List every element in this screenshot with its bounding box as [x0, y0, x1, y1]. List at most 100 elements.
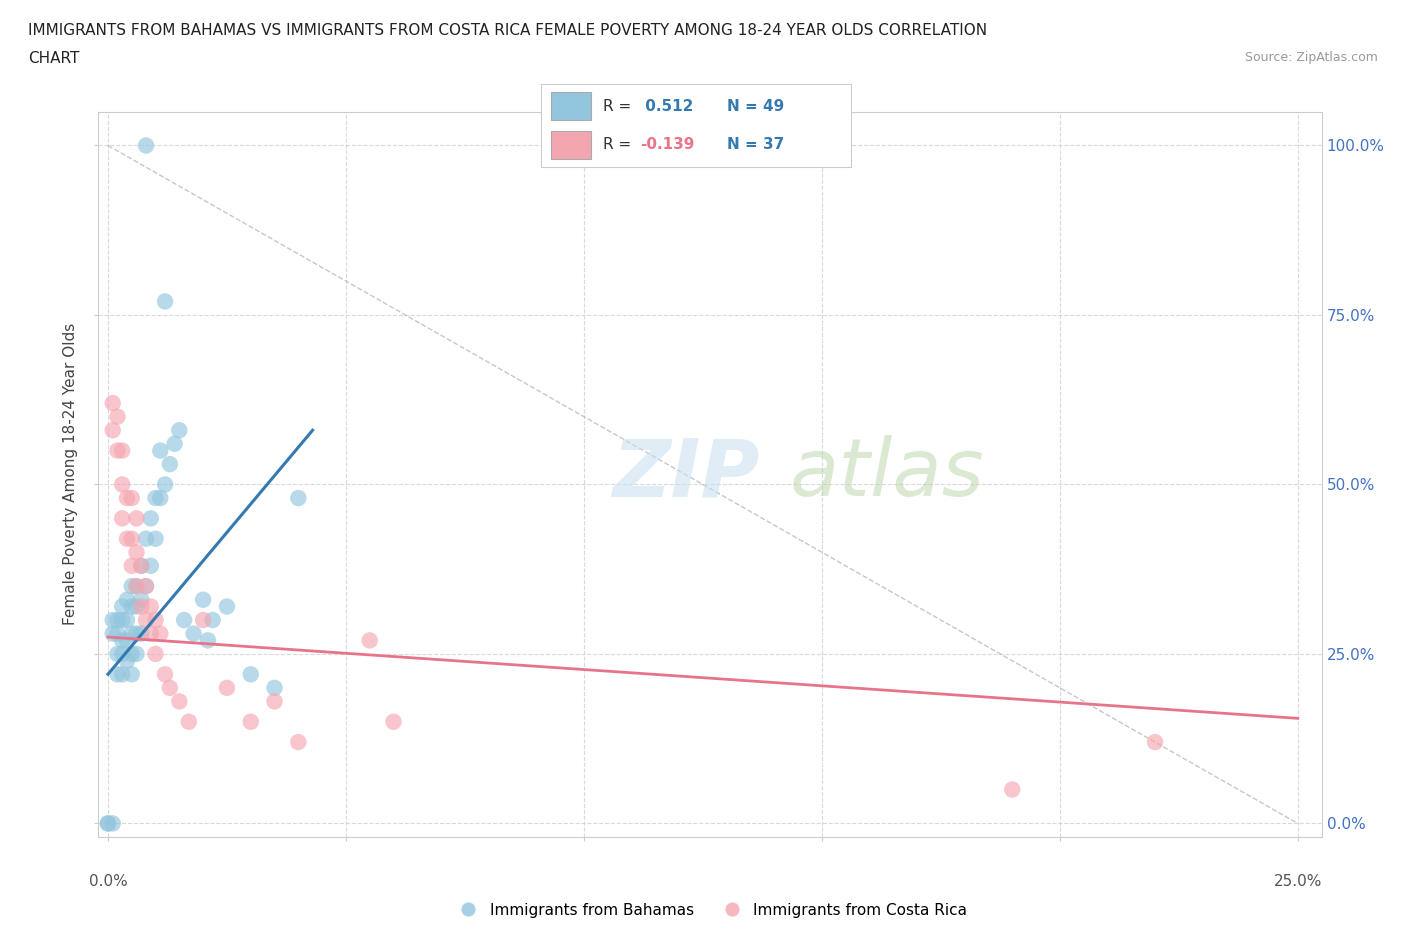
Point: [287, 491, 309, 506]
Point: [1144, 735, 1167, 750]
Point: [101, 613, 124, 628]
Point: [107, 626, 129, 641]
Point: [111, 477, 134, 492]
Point: [191, 613, 214, 628]
Point: [111, 613, 134, 628]
Point: [183, 626, 205, 641]
Point: [135, 578, 157, 593]
Point: [149, 443, 172, 458]
Point: [145, 613, 167, 628]
Text: CHART: CHART: [28, 51, 80, 66]
Point: [111, 443, 134, 458]
Point: [169, 423, 191, 438]
Point: [111, 667, 134, 682]
Point: [135, 578, 157, 593]
Point: [107, 409, 129, 424]
Point: [101, 626, 124, 641]
Point: [149, 626, 172, 641]
Point: [121, 646, 143, 661]
Point: [177, 714, 200, 729]
Point: [149, 491, 172, 506]
Point: [139, 626, 162, 641]
Point: [125, 578, 148, 593]
Text: atlas: atlas: [790, 435, 984, 513]
Point: [97, 816, 120, 830]
Point: [125, 646, 148, 661]
Point: [125, 626, 148, 641]
Point: [121, 491, 143, 506]
Point: [201, 613, 224, 628]
Text: ZIP: ZIP: [612, 435, 759, 513]
Point: [153, 294, 176, 309]
Point: [139, 558, 162, 573]
Text: R =: R =: [603, 138, 637, 153]
Point: [239, 714, 262, 729]
Point: [145, 646, 167, 661]
Text: IMMIGRANTS FROM BAHAMAS VS IMMIGRANTS FROM COSTA RICA FEMALE POVERTY AMONG 18-24: IMMIGRANTS FROM BAHAMAS VS IMMIGRANTS FR…: [28, 23, 987, 38]
Point: [129, 558, 152, 573]
Point: [111, 646, 134, 661]
Point: [107, 646, 129, 661]
Point: [129, 558, 152, 573]
Point: [135, 613, 157, 628]
Point: [121, 558, 143, 573]
Point: [135, 138, 157, 153]
Point: [115, 653, 138, 668]
Point: [121, 578, 143, 593]
Point: [153, 477, 176, 492]
Point: [121, 626, 143, 641]
Point: [111, 511, 134, 525]
Text: 25.0%: 25.0%: [1274, 874, 1322, 889]
Point: [107, 613, 129, 628]
Point: [129, 592, 152, 607]
Point: [121, 667, 143, 682]
Point: [159, 681, 181, 696]
Point: [121, 599, 143, 614]
Point: [115, 491, 138, 506]
Point: [153, 667, 176, 682]
Point: [1001, 782, 1024, 797]
Text: N = 49: N = 49: [727, 99, 785, 113]
Point: [97, 816, 120, 830]
Point: [135, 531, 157, 546]
Point: [115, 613, 138, 628]
Point: [263, 681, 285, 696]
Text: R =: R =: [603, 99, 637, 113]
Point: [215, 599, 238, 614]
Point: [197, 633, 219, 648]
Point: [129, 626, 152, 641]
Text: N = 37: N = 37: [727, 138, 785, 153]
Point: [159, 457, 181, 472]
Point: [145, 491, 167, 506]
Point: [191, 592, 214, 607]
Text: -0.139: -0.139: [640, 138, 695, 153]
Point: [359, 633, 381, 648]
Point: [101, 395, 124, 410]
Bar: [551, 131, 591, 159]
Point: [121, 531, 143, 546]
Bar: [551, 92, 591, 120]
Point: [215, 681, 238, 696]
Legend: Immigrants from Bahamas, Immigrants from Costa Rica: Immigrants from Bahamas, Immigrants from…: [447, 897, 973, 923]
Point: [115, 531, 138, 546]
Point: [107, 443, 129, 458]
Point: [115, 592, 138, 607]
Text: 0.512: 0.512: [640, 99, 693, 113]
Point: [125, 511, 148, 525]
Text: 0.0%: 0.0%: [89, 874, 128, 889]
Point: [101, 423, 124, 438]
Point: [107, 667, 129, 682]
Point: [139, 511, 162, 525]
Point: [111, 633, 134, 648]
Point: [173, 613, 195, 628]
Point: [163, 436, 186, 451]
Text: Source: ZipAtlas.com: Source: ZipAtlas.com: [1244, 51, 1378, 64]
Point: [263, 694, 285, 709]
Point: [139, 599, 162, 614]
Point: [125, 599, 148, 614]
Point: [101, 816, 124, 830]
Point: [239, 667, 262, 682]
Point: [287, 735, 309, 750]
Point: [382, 714, 405, 729]
Point: [125, 545, 148, 560]
